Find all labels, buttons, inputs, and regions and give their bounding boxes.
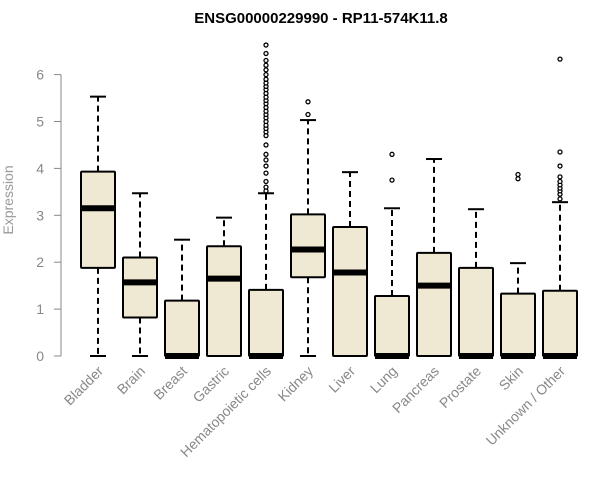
y-tick-label: 5	[36, 114, 44, 130]
y-axis-label: Expression	[0, 165, 16, 234]
outlier-point	[263, 62, 269, 68]
box-10	[458, 208, 494, 359]
box-body	[542, 289, 578, 357]
outlier-point	[557, 56, 563, 62]
box-body	[332, 226, 368, 357]
outlier-point	[263, 170, 269, 176]
box-3	[164, 238, 200, 359]
boxes-group	[80, 42, 578, 359]
y-tick-label: 1	[36, 301, 44, 317]
x-tick-label: Liver	[325, 363, 358, 396]
outlier-point	[263, 67, 269, 73]
chart-title: ENSG00000229990 - RP11-574K11.8	[194, 10, 448, 27]
box-1	[80, 95, 116, 357]
y-tick-label: 0	[36, 348, 44, 364]
box-body	[500, 292, 536, 357]
outlier-point	[263, 57, 269, 64]
outlier-point	[557, 196, 563, 202]
box-body	[122, 256, 158, 319]
x-tick-label: Pancreas	[389, 363, 442, 416]
outlier-point	[263, 50, 269, 57]
x-tick-label: Lung	[367, 363, 400, 396]
outlier-point	[263, 163, 269, 169]
box-body	[290, 213, 326, 279]
x-tick-label: Breast	[150, 363, 190, 403]
outlier-point	[263, 157, 269, 163]
box-body	[206, 245, 242, 357]
outlier-point	[263, 42, 269, 48]
box-body	[374, 294, 410, 357]
y-tick-label: 2	[36, 254, 44, 270]
x-tick-label: Kidney	[275, 363, 317, 405]
box-8	[374, 151, 410, 359]
outlier-point	[557, 178, 563, 185]
outlier-point	[305, 99, 311, 105]
box-6	[290, 99, 326, 357]
outlier-point	[263, 76, 269, 82]
box-body	[164, 299, 200, 357]
x-tick-label: Bladder	[61, 363, 107, 409]
outlier-point	[263, 178, 269, 185]
x-tick-label: Unknown / Other	[483, 363, 569, 449]
outlier-point	[263, 184, 269, 190]
outlier-point	[515, 176, 521, 182]
outlier-point	[389, 151, 395, 157]
y-tick-label: 4	[36, 160, 44, 176]
outlier-point	[557, 149, 563, 155]
x-tick-label: Skin	[496, 363, 527, 394]
outlier-point	[263, 142, 269, 148]
box-11	[500, 171, 536, 359]
box-body	[248, 288, 284, 357]
box-body	[416, 251, 452, 358]
y-tick-label: 3	[36, 207, 44, 223]
outlier-point	[263, 151, 269, 157]
outlier-point	[557, 163, 563, 169]
box-body	[458, 266, 494, 357]
outlier-point	[557, 174, 563, 180]
x-tick-label: Brain	[114, 363, 148, 397]
box-7	[332, 171, 368, 357]
box-5	[248, 42, 284, 359]
y-tick-label: 6	[36, 67, 44, 83]
outlier-point	[515, 171, 521, 178]
box-12	[542, 56, 578, 359]
outlier-point	[263, 71, 269, 78]
box-9	[416, 158, 452, 358]
y-axis: 0 1 2 3 4 5 6	[36, 67, 62, 364]
box-body	[80, 170, 116, 269]
x-tick-label: Prostate	[436, 363, 484, 411]
box-2	[122, 192, 158, 357]
box-4	[206, 216, 242, 357]
outlier-point	[305, 111, 311, 118]
outlier-point	[389, 177, 395, 183]
